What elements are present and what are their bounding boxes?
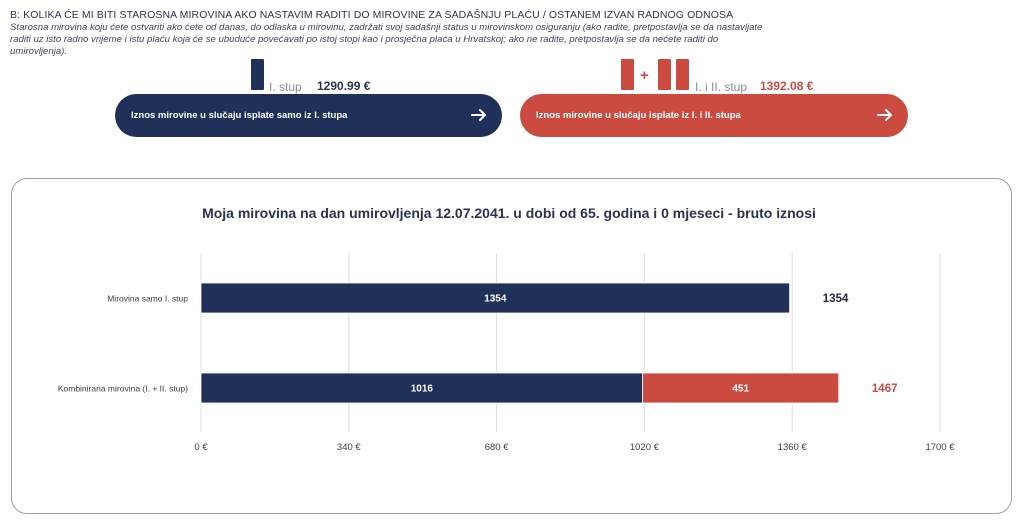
bar-value-label: 1016 — [411, 384, 434, 395]
header-title: B: KOLIKA ĆE MI BITI STAROSNA MIROVINA A… — [10, 9, 734, 21]
pillar2-bar-icon-b — [676, 59, 689, 90]
total-label: 1467 — [872, 383, 898, 395]
bar-value-label: 1354 — [484, 294, 507, 305]
pillar2-label: I. i II. stup — [695, 80, 748, 94]
x-tick-label: 1360 € — [778, 442, 808, 453]
pillar1-button[interactable]: Iznos mirovine u slučaju isplate samo iz… — [115, 94, 502, 137]
total-label: 1354 — [823, 293, 849, 305]
bar-value-label: 451 — [732, 384, 749, 395]
chart-title: Moja mirovina na dan umirovljenja 12.07.… — [202, 205, 816, 221]
category-label: Mirovina samo I. stup — [107, 294, 188, 304]
pillar2-button-label: Iznos mirovine u slučaju isplate iz I. i… — [536, 110, 741, 121]
pillar1-label: I. stup — [269, 80, 302, 94]
pillar1-button-label: Iznos mirovine u slučaju isplate samo iz… — [131, 110, 348, 121]
x-tick-label: 680 € — [485, 442, 509, 453]
pillar1-amount: 1290.99 € — [317, 79, 371, 93]
pillar2-bar-icon-a — [658, 59, 671, 90]
x-tick-label: 1020 € — [630, 442, 660, 453]
pillar2-button[interactable]: Iznos mirovine u slučaju isplate iz I. i… — [520, 94, 908, 137]
arrow-right-icon — [877, 109, 892, 121]
bar-segment — [200, 372, 644, 404]
x-tick-label: 340 € — [337, 442, 361, 453]
chart-panel — [11, 178, 1012, 514]
bar-segment — [642, 372, 840, 404]
plus-sign: + — [640, 67, 649, 84]
header-description: Starosna mirovina koju ćete ostvariti ak… — [10, 22, 763, 57]
pillar1-bar-icon-combined — [621, 59, 634, 90]
pillar1-bar-icon — [251, 59, 264, 90]
bar-segment — [200, 282, 790, 314]
arrow-right-icon — [471, 109, 486, 121]
x-tick-label: 1700 € — [925, 442, 955, 453]
x-tick-label: 0 € — [194, 442, 208, 453]
category-label: Kombinirana mirovina (I. + II. stup) — [58, 384, 188, 394]
pillar2-amount: 1392.08 € — [760, 79, 814, 93]
